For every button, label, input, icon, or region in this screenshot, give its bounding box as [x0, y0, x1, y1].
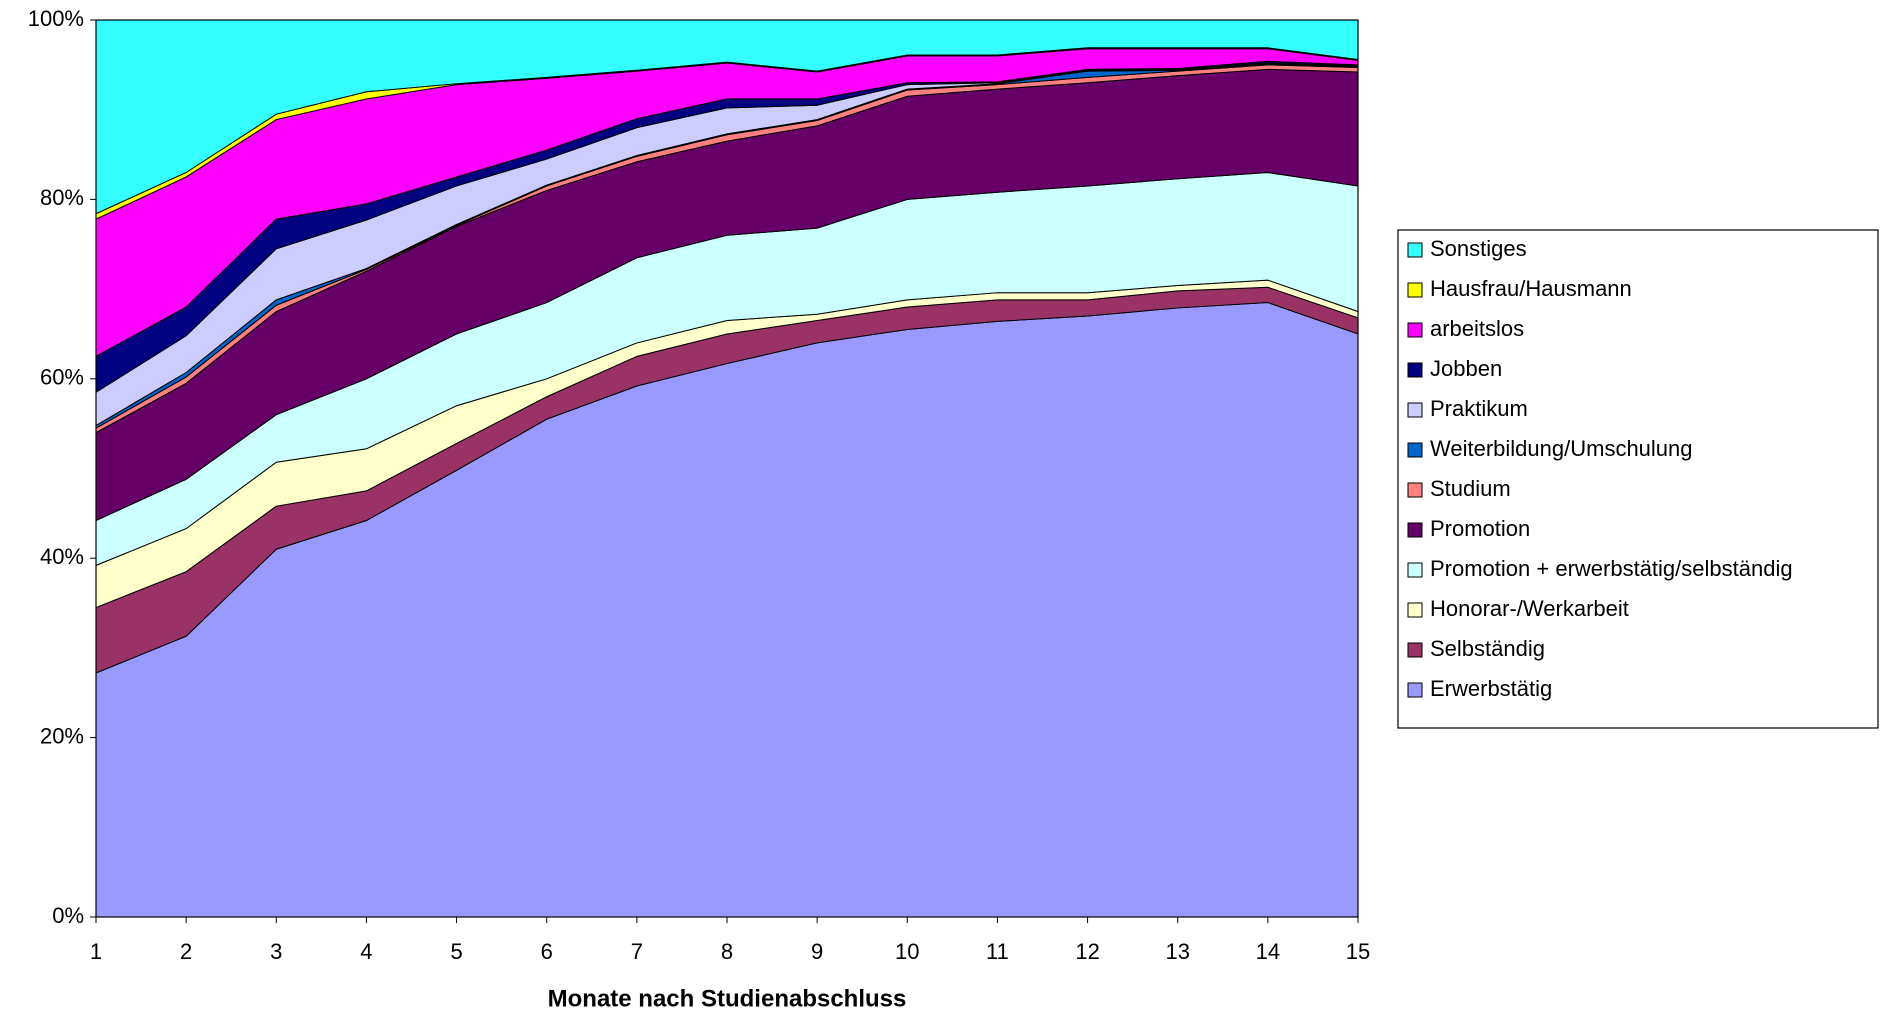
legend-swatch [1407, 442, 1423, 458]
y-tick-label: 40% [40, 544, 84, 569]
x-axis-title: Monate nach Studienabschluss [548, 985, 907, 1012]
legend-label: arbeitslos [1430, 316, 1524, 341]
x-tick-label: 11 [986, 939, 1009, 964]
x-tick-label: 9 [811, 939, 823, 964]
legend-swatch [1407, 242, 1423, 258]
x-tick-label: 8 [721, 939, 733, 964]
x-tick-label: 5 [450, 939, 462, 964]
x-tick-label: 2 [180, 939, 192, 964]
y-tick-label: 100% [28, 6, 84, 31]
legend-label: Promotion + erwerbstätig/selbständig [1430, 556, 1793, 581]
legend-label: Jobben [1430, 356, 1502, 381]
legend-swatch [1407, 562, 1423, 578]
legend-swatch [1407, 282, 1423, 298]
legend-label: Weiterbildung/Umschulung [1430, 436, 1693, 461]
legend-label: Studium [1430, 476, 1511, 501]
legend-label: Promotion [1430, 516, 1530, 541]
legend-swatch [1407, 322, 1423, 338]
x-tick-label: 12 [1075, 939, 1099, 964]
y-tick-label: 60% [40, 365, 84, 390]
x-tick-label: 15 [1346, 939, 1370, 964]
legend-swatch [1407, 682, 1423, 698]
legend-label: Honorar-/Werkarbeit [1430, 596, 1629, 621]
y-tick-label: 0% [52, 903, 84, 928]
legend-swatch [1407, 602, 1423, 618]
y-tick-label: 20% [40, 723, 84, 748]
legend-swatch [1407, 482, 1423, 498]
legend-label: Sonstiges [1430, 236, 1527, 261]
x-tick-label: 10 [895, 939, 919, 964]
x-tick-label: 4 [360, 939, 372, 964]
legend-label: Selbständig [1430, 636, 1545, 661]
y-tick-label: 80% [40, 185, 84, 210]
x-tick-label: 3 [270, 939, 282, 964]
legend-swatch [1407, 362, 1423, 378]
legend-label: Erwerbstätig [1430, 676, 1552, 701]
x-tick-label: 1 [90, 939, 102, 964]
x-tick-label: 6 [541, 939, 553, 964]
legend-swatch [1407, 522, 1423, 538]
x-tick-label: 14 [1256, 939, 1280, 964]
legend-swatch [1407, 402, 1423, 418]
legend-label: Hausfrau/Hausmann [1430, 276, 1632, 301]
x-tick-label: 13 [1165, 939, 1189, 964]
legend-swatch [1407, 642, 1423, 658]
x-tick-label: 7 [631, 939, 643, 964]
legend [1397, 229, 1879, 729]
legend-label: Praktikum [1430, 396, 1528, 421]
